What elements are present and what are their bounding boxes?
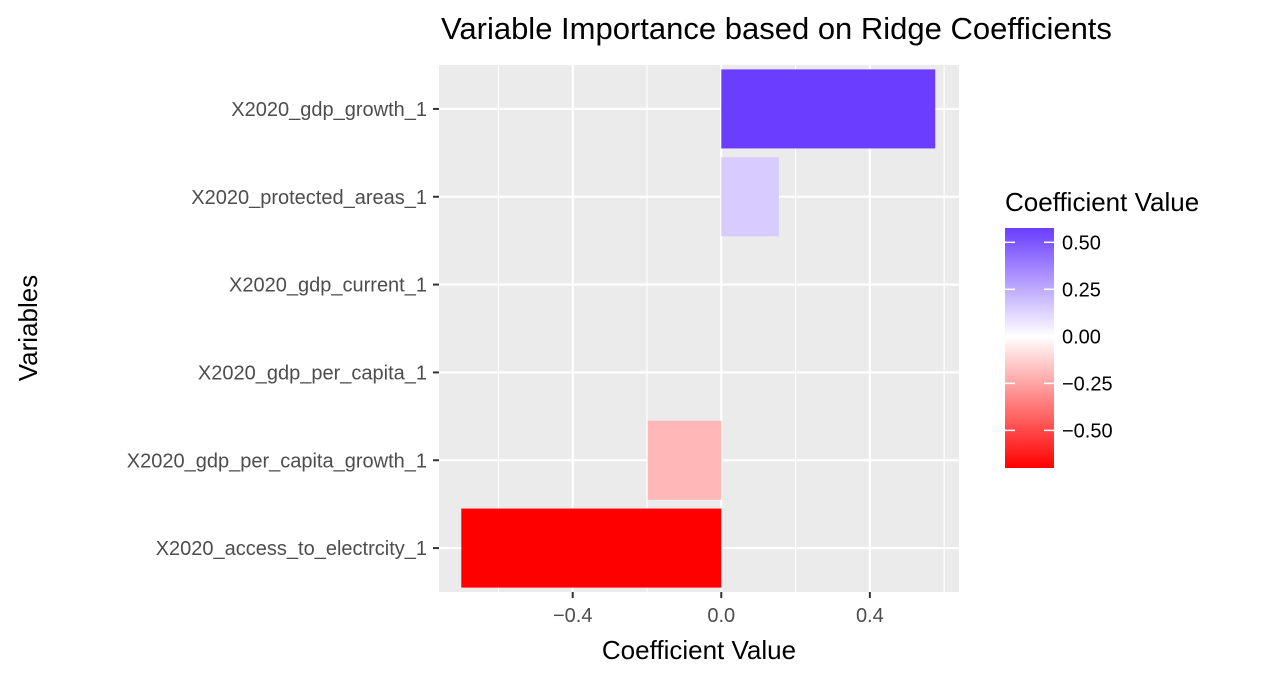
legend-tick-label: 0.50 [1062, 232, 1101, 254]
legend-tick-label: 0.00 [1062, 326, 1101, 348]
y-axis-title: Variables [13, 275, 43, 381]
legend: Coefficient Value 0.50 0.25 0.00 −0.25 −0.50 [1005, 187, 1199, 468]
x-tick-label: −0.4 [553, 605, 592, 627]
plot-panel [439, 65, 959, 592]
bars [461, 69, 936, 588]
bar-X2020_gdp_per_capita_growth_1 [647, 420, 722, 500]
bar-X2020_access_to_electrcity_1 [461, 508, 722, 588]
legend-tick-label: −0.50 [1062, 420, 1113, 442]
x-axis: −0.4 0.0 0.4 [553, 592, 884, 627]
legend-tick-label: 0.25 [1062, 279, 1101, 301]
legend-colorbar [1005, 228, 1054, 468]
y-tick-label: X2020_gdp_current_1 [229, 275, 427, 297]
legend-ticks: 0.50 0.25 0.00 −0.25 −0.50 [1005, 232, 1113, 442]
major-gridlines [439, 65, 959, 592]
legend-title: Coefficient Value [1005, 187, 1199, 217]
y-tick-label: X2020_gdp_growth_1 [231, 99, 427, 121]
chart-title: Variable Importance based on Ridge Coeff… [441, 11, 1112, 46]
bar-X2020_protected_areas_1 [721, 157, 779, 237]
x-tick-label: 0.0 [707, 605, 735, 627]
y-axis: X2020_gdp_growth_1 X2020_protected_areas_… [127, 99, 439, 560]
x-tick-label: 0.4 [856, 605, 884, 627]
x-axis-title: Coefficient Value [602, 635, 796, 665]
y-tick-label: X2020_access_to_electrcity_1 [156, 538, 427, 560]
y-tick-label: X2020_gdp_per_capita_1 [198, 362, 427, 384]
legend-tick-label: −0.25 [1062, 373, 1113, 395]
y-tick-label: X2020_protected_areas_1 [191, 187, 427, 209]
y-tick-label: X2020_gdp_per_capita_growth_1 [127, 450, 427, 472]
minor-gridlines [497, 65, 945, 592]
bar-X2020_gdp_growth_1 [721, 69, 936, 149]
